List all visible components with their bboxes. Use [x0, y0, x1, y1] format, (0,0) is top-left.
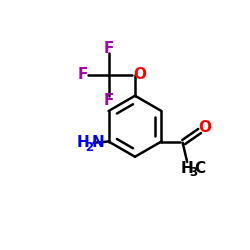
Text: O: O — [199, 120, 212, 135]
Text: C: C — [194, 161, 206, 176]
Text: O: O — [133, 66, 146, 82]
Text: F: F — [104, 93, 114, 108]
Text: 2: 2 — [85, 141, 94, 154]
Text: N: N — [92, 135, 104, 150]
Text: F: F — [104, 41, 114, 56]
Text: F: F — [77, 67, 88, 82]
Text: H: H — [180, 161, 193, 176]
Text: H: H — [76, 135, 89, 150]
Text: 3: 3 — [189, 166, 197, 179]
